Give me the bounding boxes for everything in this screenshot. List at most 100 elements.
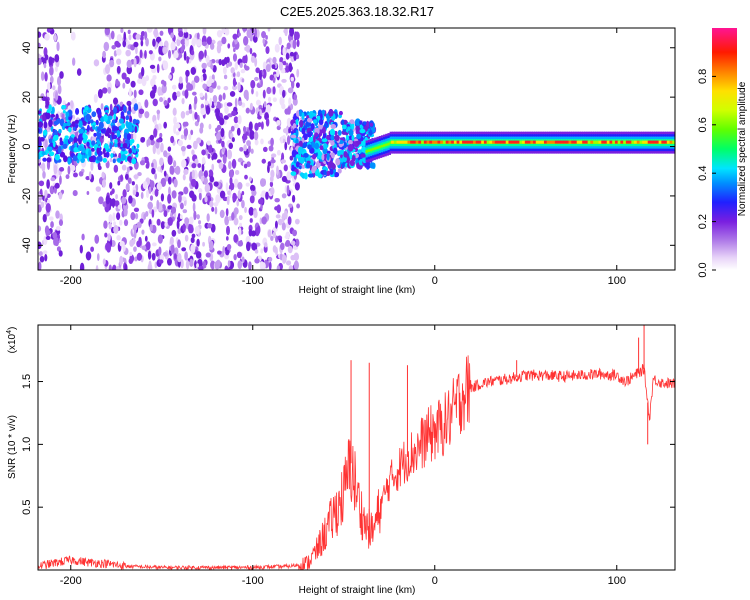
heatmap-cell xyxy=(225,208,229,217)
heatmap-cell xyxy=(605,136,610,140)
heatmap-cell xyxy=(314,132,319,138)
heatmap-cell xyxy=(570,148,575,152)
heatmap-cell xyxy=(481,134,485,137)
heatmap-cell xyxy=(219,209,225,219)
heatmap-cell xyxy=(501,139,505,142)
heatmap-cell xyxy=(413,131,418,135)
heatmap-cell xyxy=(597,150,601,154)
heatmap-cell xyxy=(455,139,459,142)
heatmap-cell xyxy=(514,143,518,147)
heatmap-cell xyxy=(555,136,560,140)
heatmap-cell xyxy=(466,136,470,140)
heatmap-cell xyxy=(671,148,675,152)
heatmap-cell xyxy=(281,78,287,83)
heatmap-cell xyxy=(566,131,571,135)
heatmap-cell xyxy=(42,213,47,223)
heatmap-cell xyxy=(525,136,529,140)
heatmap-cell xyxy=(653,146,658,149)
heatmap-cell xyxy=(263,242,268,248)
heatmap-cell xyxy=(122,40,127,48)
heatmap-cell xyxy=(642,140,646,144)
heatmap-cell xyxy=(182,209,188,214)
heatmap-cell xyxy=(651,150,656,154)
heatmap-cell xyxy=(133,174,139,179)
heatmap-cell xyxy=(632,139,636,142)
heatmap-cell xyxy=(267,161,272,167)
heatmap-cell xyxy=(525,150,529,154)
heatmap-cell xyxy=(529,136,533,140)
heatmap-cell xyxy=(179,214,183,220)
heatmap-cell xyxy=(376,144,381,147)
heatmap-cell xyxy=(260,121,264,130)
heatmap-cell xyxy=(224,105,229,114)
heatmap-cell xyxy=(328,108,334,117)
heatmap-cell xyxy=(320,113,323,120)
heatmap-cell xyxy=(562,134,566,137)
heatmap-cell xyxy=(378,140,383,144)
heatmap-cell xyxy=(387,133,392,136)
heatmap-cell xyxy=(181,247,187,252)
heatmap-cell xyxy=(437,140,441,144)
heatmap-cell xyxy=(625,150,630,154)
heatmap-cell xyxy=(237,260,243,270)
heatmap-cell xyxy=(393,139,398,142)
heatmap-cell xyxy=(588,134,592,137)
heatmap-cell xyxy=(459,139,464,142)
heatmap-cell xyxy=(306,117,313,123)
heatmap-cell xyxy=(160,142,164,153)
heatmap-cell xyxy=(175,131,180,136)
heatmap-cell xyxy=(662,148,667,152)
heatmap-cell xyxy=(618,146,623,149)
heatmap-cell xyxy=(423,140,428,144)
heatmap-cell xyxy=(612,139,616,142)
heatmap-cell xyxy=(288,265,294,270)
heatmap-cell xyxy=(413,134,418,137)
heatmap-cell xyxy=(514,139,518,142)
heatmap-cell xyxy=(603,150,608,154)
heatmap-cell xyxy=(196,32,200,40)
heatmap-cell xyxy=(407,148,411,152)
heatmap-cell xyxy=(267,229,272,238)
heatmap-cell xyxy=(562,148,566,152)
heatmap-cell xyxy=(509,136,514,140)
heatmap-cell xyxy=(241,190,245,196)
heatmap-cell xyxy=(505,143,509,147)
heatmap-cell xyxy=(431,139,435,142)
heatmap-cell xyxy=(546,131,551,135)
heatmap-cell xyxy=(369,138,374,142)
heatmap-cell xyxy=(666,134,671,137)
heatmap-cell xyxy=(369,129,373,136)
heatmap-cell xyxy=(333,147,337,152)
heatmap-cell xyxy=(38,261,42,270)
heatmap-cell xyxy=(138,89,144,96)
heatmap-cell xyxy=(666,143,671,147)
heatmap-cell xyxy=(466,146,470,149)
heatmap-cell xyxy=(112,212,116,222)
heatmap-cell xyxy=(511,150,516,154)
heatmap-cell xyxy=(527,140,531,144)
heatmap-cell xyxy=(496,131,501,135)
heatmap-cell xyxy=(44,253,48,262)
heatmap-cell xyxy=(228,160,232,170)
heatmap-cell xyxy=(487,148,492,152)
heatmap-cell xyxy=(203,177,208,185)
heatmap-cell xyxy=(642,146,647,149)
heatmap-cell xyxy=(303,152,309,158)
heatmap-cell xyxy=(153,84,157,92)
heatmap-cell xyxy=(463,148,468,152)
heatmap-cell xyxy=(542,136,547,140)
heatmap-cell xyxy=(400,134,405,137)
heatmap-cell xyxy=(100,116,105,123)
heatmap-cell xyxy=(557,139,562,142)
heatmap-cell xyxy=(508,140,512,144)
heatmap-cell xyxy=(38,139,41,145)
heatmap-cell xyxy=(621,136,625,140)
heatmap-cell xyxy=(551,136,555,140)
heatmap-cell xyxy=(109,182,113,189)
heatmap-cell xyxy=(51,106,55,114)
heatmap-cell xyxy=(43,121,48,129)
heatmap-cell xyxy=(112,198,115,209)
heatmap-cell xyxy=(387,142,392,146)
heatmap-cell xyxy=(128,104,132,113)
heatmap-cell xyxy=(329,160,333,169)
